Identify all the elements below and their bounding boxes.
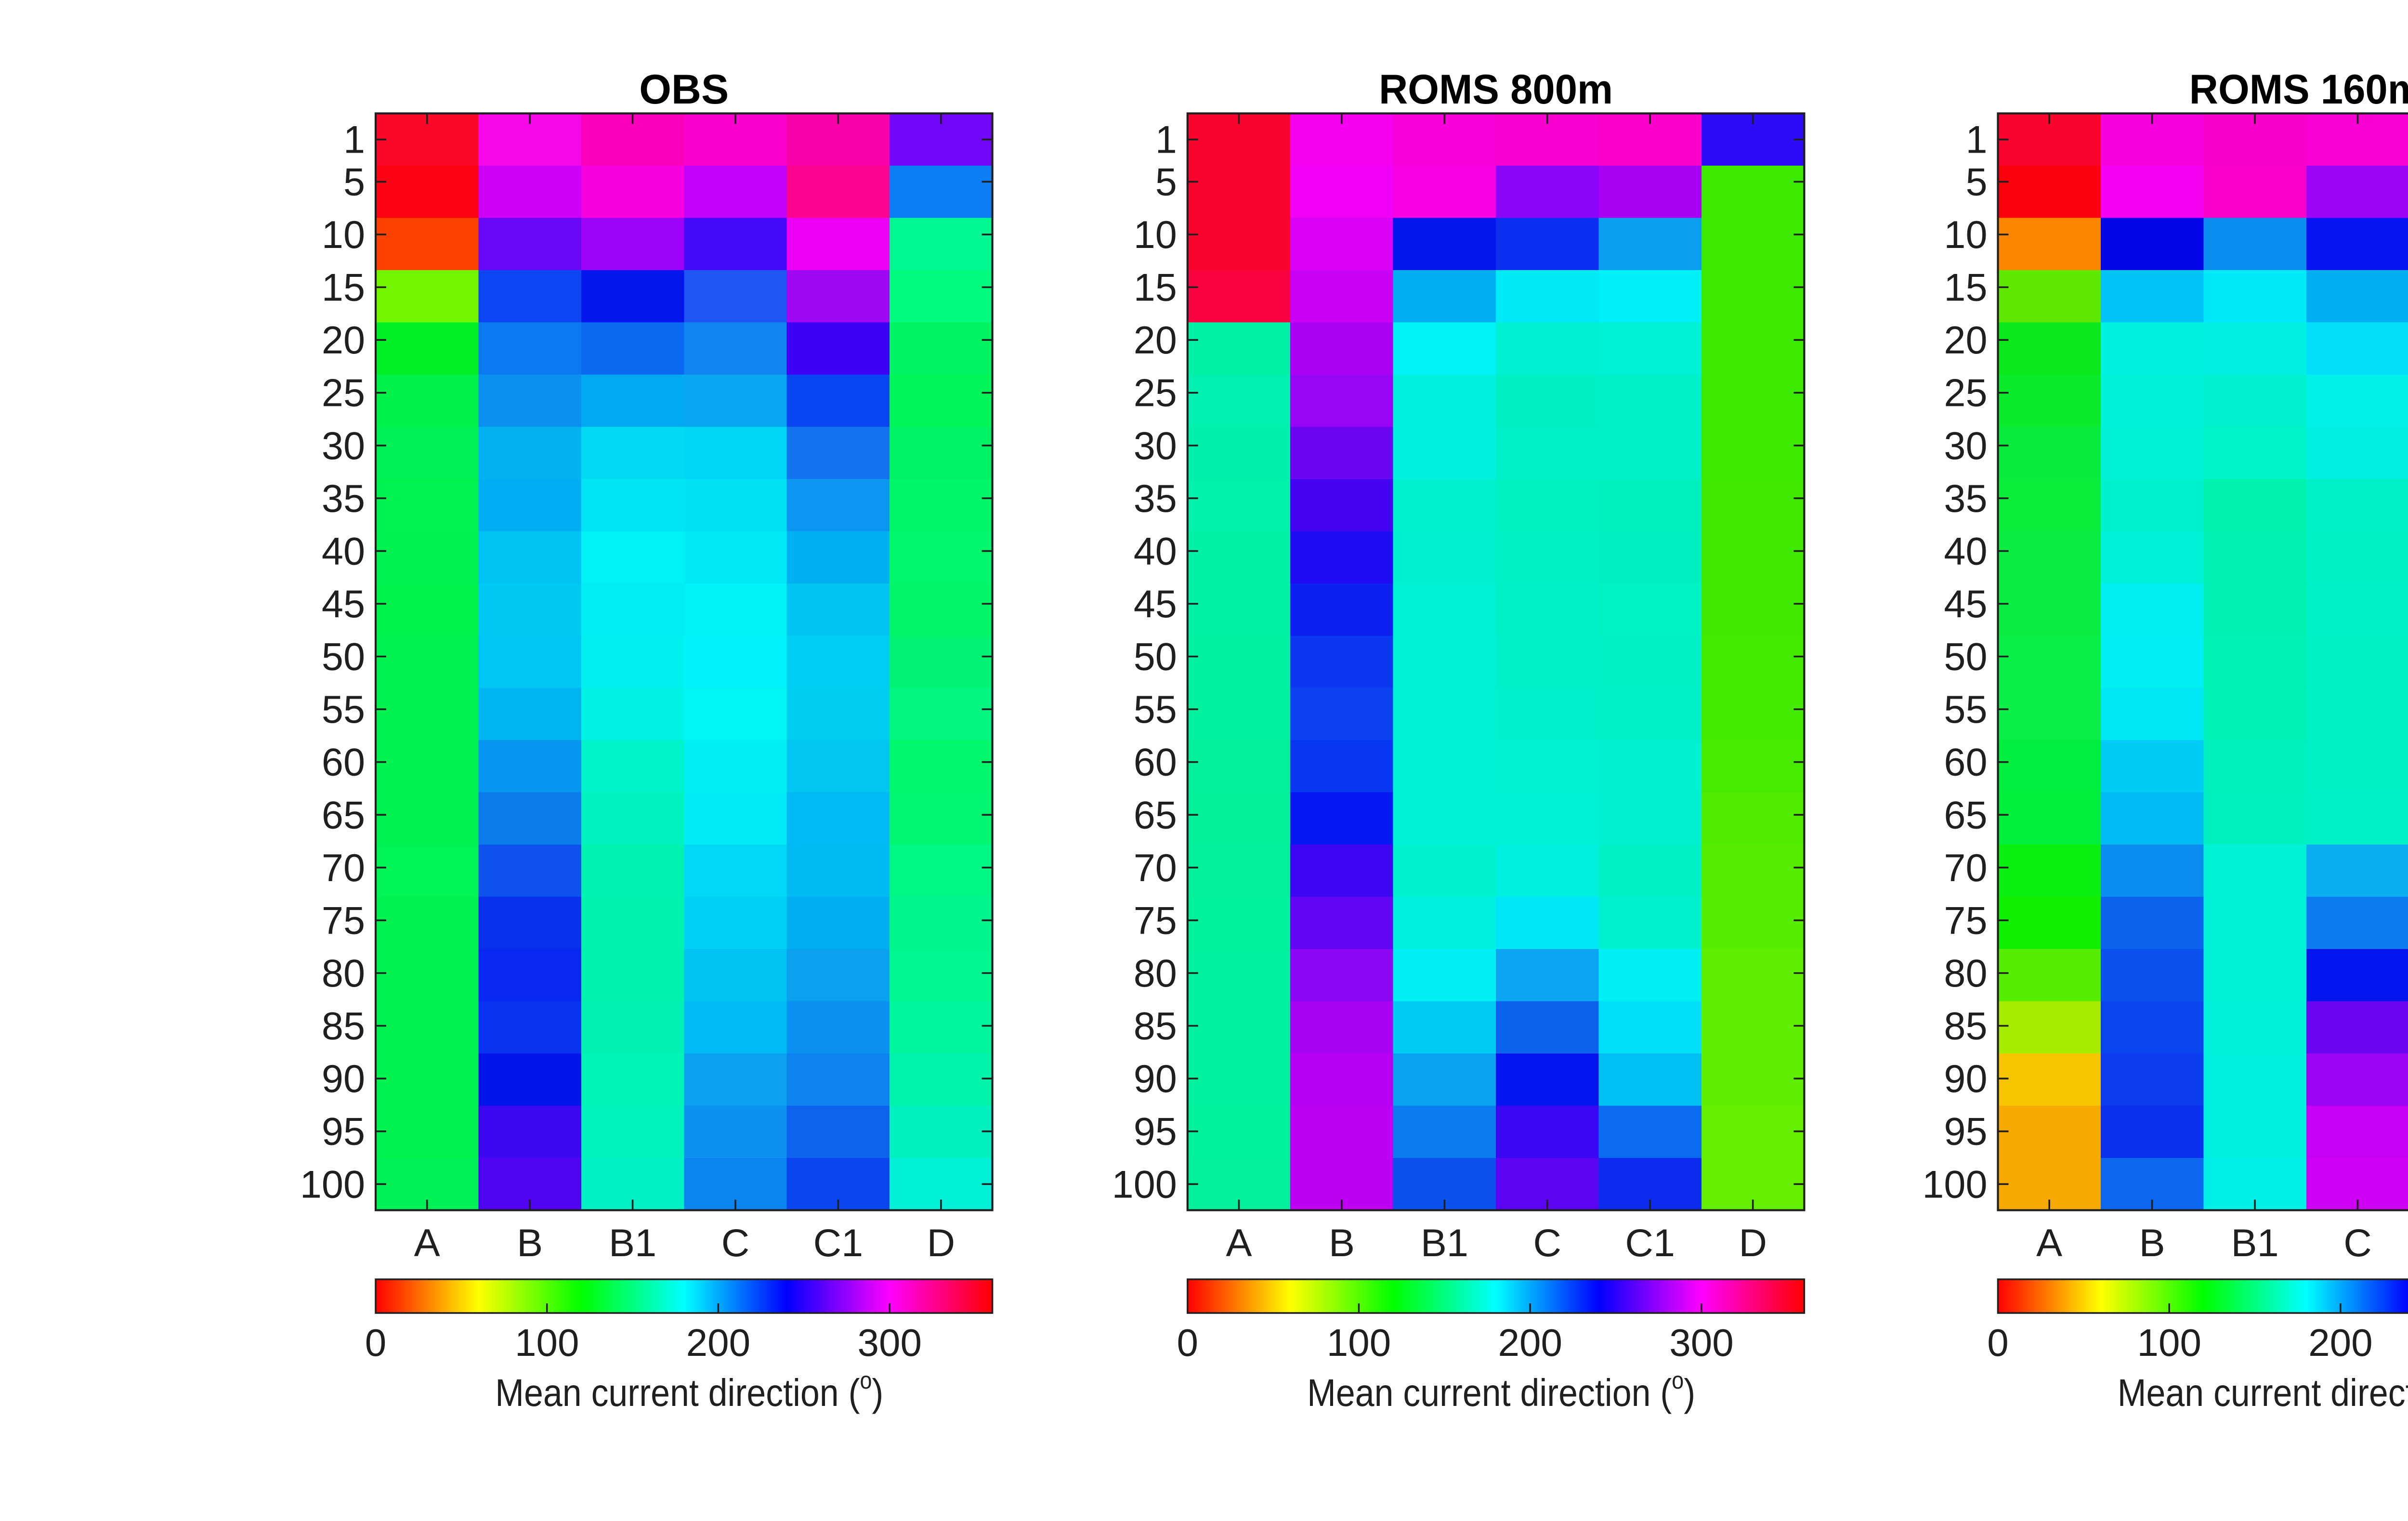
svg-text:5: 5 xyxy=(1965,160,1987,204)
svg-text:15: 15 xyxy=(1944,266,1987,310)
svg-text:5: 5 xyxy=(343,160,365,204)
svg-text:60: 60 xyxy=(322,741,365,784)
svg-text:55: 55 xyxy=(1134,688,1177,731)
svg-text:35: 35 xyxy=(1134,477,1177,520)
svg-text:65: 65 xyxy=(322,793,365,837)
svg-text:A: A xyxy=(1226,1222,1252,1265)
svg-text:C: C xyxy=(1533,1222,1562,1265)
svg-text:0: 0 xyxy=(1177,1321,1199,1364)
svg-text:B: B xyxy=(517,1222,543,1265)
svg-text:35: 35 xyxy=(1944,477,1987,520)
svg-text:Mean current direction (o): Mean current direction (o) xyxy=(2118,1367,2408,1414)
svg-text:95: 95 xyxy=(322,1110,365,1154)
svg-text:95: 95 xyxy=(1134,1110,1177,1154)
svg-text:70: 70 xyxy=(1944,846,1987,890)
svg-text:B: B xyxy=(2139,1222,2165,1265)
svg-text:95: 95 xyxy=(1944,1110,1987,1154)
svg-text:55: 55 xyxy=(322,688,365,731)
svg-text:30: 30 xyxy=(1944,424,1987,468)
svg-text:50: 50 xyxy=(1134,636,1177,679)
svg-text:20: 20 xyxy=(1134,319,1177,362)
svg-text:80: 80 xyxy=(322,952,365,995)
svg-text:80: 80 xyxy=(1134,952,1177,995)
svg-text:10: 10 xyxy=(1134,213,1177,257)
svg-text:A: A xyxy=(414,1222,440,1265)
svg-text:60: 60 xyxy=(1944,741,1987,784)
svg-text:0: 0 xyxy=(365,1321,387,1364)
svg-text:30: 30 xyxy=(322,424,365,468)
svg-text:65: 65 xyxy=(1944,793,1987,837)
svg-text:70: 70 xyxy=(1134,846,1177,890)
svg-text:OBS: OBS xyxy=(639,66,729,113)
svg-text:30: 30 xyxy=(1134,424,1177,468)
svg-text:D: D xyxy=(1739,1222,1767,1265)
svg-text:C: C xyxy=(2343,1222,2372,1265)
svg-text:25: 25 xyxy=(322,372,365,415)
svg-text:200: 200 xyxy=(2308,1321,2372,1364)
svg-text:45: 45 xyxy=(1944,583,1987,626)
svg-text:100: 100 xyxy=(1327,1321,1391,1364)
svg-text:50: 50 xyxy=(322,636,365,679)
svg-text:75: 75 xyxy=(1944,899,1987,942)
svg-text:Mean current direction (o): Mean current direction (o) xyxy=(1307,1367,1695,1414)
svg-text:40: 40 xyxy=(1134,530,1177,573)
svg-text:ROMS 160m: ROMS 160m xyxy=(2189,66,2408,113)
svg-text:35: 35 xyxy=(322,477,365,520)
svg-text:100: 100 xyxy=(2137,1321,2201,1364)
svg-text:200: 200 xyxy=(686,1321,750,1364)
svg-text:100: 100 xyxy=(1922,1163,1987,1206)
svg-text:5: 5 xyxy=(1155,160,1177,204)
svg-text:C1: C1 xyxy=(1625,1222,1675,1265)
svg-text:60: 60 xyxy=(1134,741,1177,784)
svg-text:Mean current direction (o): Mean current direction (o) xyxy=(495,1367,883,1414)
svg-text:75: 75 xyxy=(322,899,365,942)
svg-text:300: 300 xyxy=(1669,1321,1733,1364)
svg-text:20: 20 xyxy=(322,319,365,362)
svg-text:1: 1 xyxy=(1965,118,1987,162)
svg-text:100: 100 xyxy=(515,1321,579,1364)
svg-text:1: 1 xyxy=(343,118,365,162)
svg-text:1: 1 xyxy=(1155,118,1177,162)
svg-text:25: 25 xyxy=(1944,372,1987,415)
svg-text:40: 40 xyxy=(1944,530,1987,573)
svg-text:B1: B1 xyxy=(2231,1222,2279,1265)
svg-text:B1: B1 xyxy=(1421,1222,1468,1265)
svg-text:70: 70 xyxy=(322,846,365,890)
svg-text:D: D xyxy=(927,1222,955,1265)
svg-text:C1: C1 xyxy=(813,1222,864,1265)
svg-text:20: 20 xyxy=(1944,319,1987,362)
svg-text:10: 10 xyxy=(322,213,365,257)
svg-text:75: 75 xyxy=(1134,899,1177,942)
svg-text:90: 90 xyxy=(1134,1057,1177,1101)
svg-text:B1: B1 xyxy=(609,1222,656,1265)
svg-text:15: 15 xyxy=(322,266,365,310)
svg-text:A: A xyxy=(2036,1222,2062,1265)
svg-text:10: 10 xyxy=(1944,213,1987,257)
svg-text:ROMS 800m: ROMS 800m xyxy=(1379,66,1613,113)
svg-text:100: 100 xyxy=(300,1163,365,1206)
svg-text:90: 90 xyxy=(1944,1057,1987,1101)
svg-text:15: 15 xyxy=(1134,266,1177,310)
svg-text:90: 90 xyxy=(322,1057,365,1101)
svg-text:45: 45 xyxy=(322,583,365,626)
svg-text:40: 40 xyxy=(322,530,365,573)
svg-text:B: B xyxy=(1329,1222,1355,1265)
svg-text:85: 85 xyxy=(1944,1005,1987,1048)
svg-text:C: C xyxy=(721,1222,750,1265)
svg-text:50: 50 xyxy=(1944,636,1987,679)
svg-text:45: 45 xyxy=(1134,583,1177,626)
svg-text:65: 65 xyxy=(1134,793,1177,837)
svg-text:85: 85 xyxy=(1134,1005,1177,1048)
svg-text:25: 25 xyxy=(1134,372,1177,415)
svg-text:200: 200 xyxy=(1498,1321,1562,1364)
svg-text:0: 0 xyxy=(1987,1321,2009,1364)
svg-text:80: 80 xyxy=(1944,952,1987,995)
svg-text:55: 55 xyxy=(1944,688,1987,731)
svg-text:85: 85 xyxy=(322,1005,365,1048)
svg-text:300: 300 xyxy=(857,1321,921,1364)
svg-text:100: 100 xyxy=(1112,1163,1177,1206)
